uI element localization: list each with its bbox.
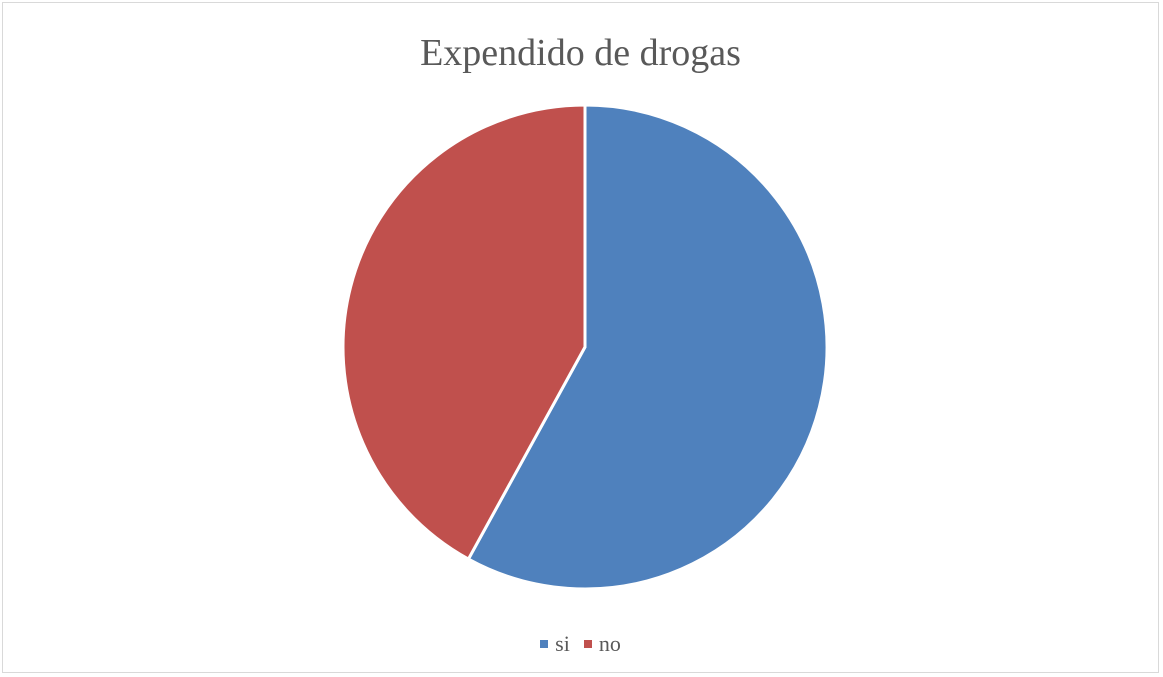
- legend-item-si: si: [540, 631, 570, 657]
- legend-label-si: si: [555, 631, 570, 657]
- legend-label-no: no: [599, 631, 621, 657]
- chart-legend: si no: [3, 631, 1158, 657]
- legend-item-no: no: [584, 631, 621, 657]
- legend-swatch-no: [584, 640, 592, 648]
- legend-swatch-si: [540, 640, 548, 648]
- pie-chart: [3, 3, 1160, 674]
